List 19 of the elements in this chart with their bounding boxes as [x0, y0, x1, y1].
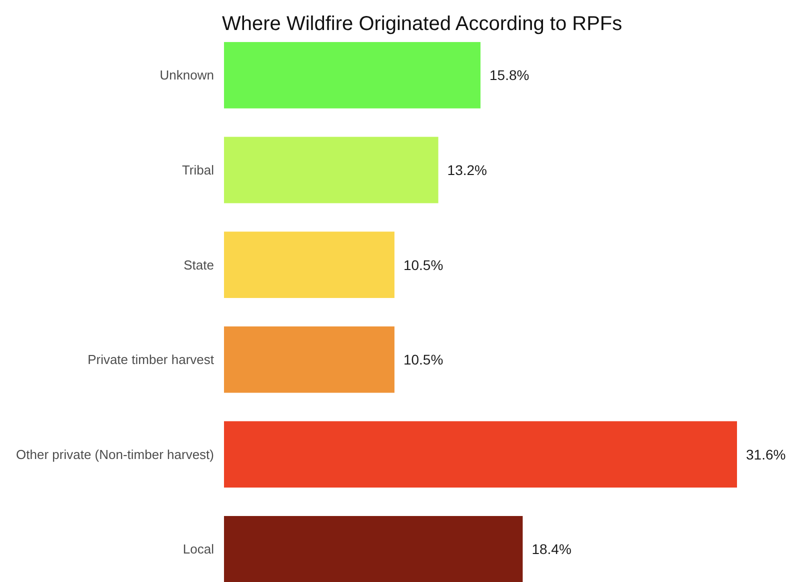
data-label: 15.8% [490, 67, 530, 84]
chart-title: Where Wildfire Originated According to RPFs [222, 13, 622, 35]
y-tick-label: Tribal [182, 162, 214, 178]
data-label: 31.6% [746, 446, 786, 462]
y-tick-label: State [184, 257, 214, 272]
y-tick-label: Local [182, 542, 214, 557]
bar [224, 136, 438, 204]
y-tick-label: Unknown [160, 68, 214, 83]
bar [224, 421, 737, 488]
data-label: 10.5% [403, 352, 444, 368]
data-label: 13.2% [447, 162, 487, 178]
bar [224, 42, 480, 108]
y-tick-label: Other private (Non-timber harvest) [16, 446, 214, 462]
bar [224, 326, 394, 393]
y-tick-label: Private timber harvest [88, 352, 214, 368]
bar [224, 516, 523, 582]
data-label: 18.4% [532, 541, 572, 558]
data-label: 10.5% [403, 256, 444, 273]
bar [224, 232, 394, 298]
